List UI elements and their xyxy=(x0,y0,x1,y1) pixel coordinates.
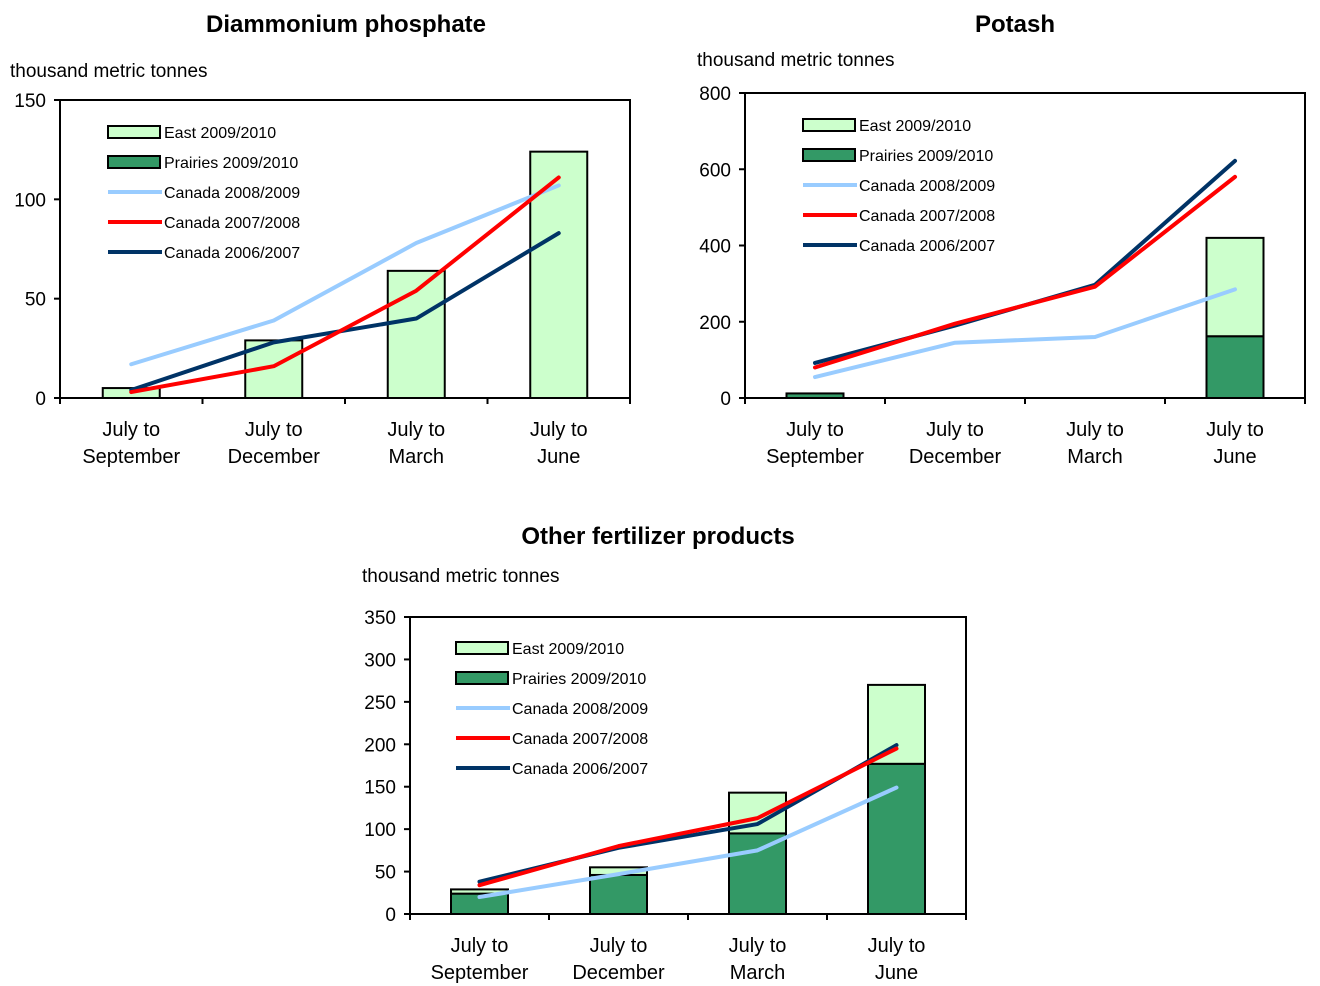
y-tick-label: 50 xyxy=(25,290,46,311)
y-tick-label: 200 xyxy=(699,313,731,334)
y-tick-label: 300 xyxy=(364,650,396,671)
legend-label: Canada 2007/2008 xyxy=(859,208,995,225)
bar-prairies xyxy=(728,832,787,916)
line-canada-2008-2009 xyxy=(129,183,561,367)
x-category-label: July to June xyxy=(868,935,926,984)
y-tick-label: 100 xyxy=(364,820,396,841)
legend-label: Prairies 2009/2010 xyxy=(859,148,993,165)
line-canada-2008-2009 xyxy=(477,785,899,900)
x-category-label: July to September xyxy=(431,935,529,984)
legend-label: Canada 2008/2009 xyxy=(859,178,995,195)
legend-label: Canada 2008/2009 xyxy=(164,185,300,202)
chart-title: Potash xyxy=(975,11,1055,38)
legend-swatch xyxy=(455,641,509,655)
chart-title: Other fertilizer products xyxy=(521,523,794,550)
legend-label: Prairies 2009/2010 xyxy=(512,671,646,688)
legend-label: East 2009/2010 xyxy=(512,641,624,658)
legend-label: Canada 2008/2009 xyxy=(512,701,648,718)
line-canada-2007-2008 xyxy=(813,174,1237,370)
x-category-label: July to September xyxy=(766,419,864,468)
legend-label: Canada 2007/2008 xyxy=(164,215,300,232)
y-tick-label: 150 xyxy=(364,778,396,799)
y-tick-label: 350 xyxy=(364,608,396,629)
y-axis-unit-label: thousand metric tonnes xyxy=(697,50,895,71)
legend-label: Canada 2006/2007 xyxy=(164,245,300,262)
legend-label: Prairies 2009/2010 xyxy=(164,155,298,172)
y-tick-label: 400 xyxy=(699,237,731,258)
chart-1: Diammonium phosphate thousand metric tonn… xyxy=(10,11,631,468)
legend-label: Canada 2006/2007 xyxy=(512,761,648,778)
y-tick-label: 0 xyxy=(35,389,46,410)
legend: East 2009/2010 Prairies 2009/2010 Canada 2… xyxy=(455,641,648,778)
x-category-label: July to September xyxy=(82,419,180,468)
legend-swatch xyxy=(802,118,856,132)
line-canada-2008-2009 xyxy=(813,287,1237,380)
y-tick-label: 50 xyxy=(375,863,396,884)
y-tick-label: 100 xyxy=(14,190,46,211)
legend-swatch xyxy=(107,155,161,169)
chart-2: Potash thousand metric tonnes 0 200 400 600 80… xyxy=(697,11,1306,468)
legend-label: East 2009/2010 xyxy=(164,125,276,142)
bar-prairies xyxy=(1205,335,1265,399)
legend-swatch xyxy=(802,148,856,162)
y-tick-label: 800 xyxy=(699,84,731,105)
legend-swatch xyxy=(107,125,161,139)
x-category-label: July to December xyxy=(228,419,321,468)
legend: East 2009/2010 Prairies 2009/2010 Canada 2… xyxy=(802,118,995,255)
y-axis-unit-label: thousand metric tonnes xyxy=(10,61,208,82)
x-category-label: July to March xyxy=(729,935,787,984)
x-category-label: July to March xyxy=(1066,419,1124,468)
x-category-label: July to March xyxy=(387,419,445,468)
y-tick-label: 150 xyxy=(14,91,46,112)
legend: East 2009/2010 Prairies 2009/2010 Canada 2… xyxy=(107,125,300,262)
chart-3: Other fertilizer products thousand metric… xyxy=(362,523,967,984)
bar-east xyxy=(529,150,589,399)
x-category-label: July to December xyxy=(572,935,665,984)
bar-east xyxy=(867,683,926,765)
line-canada-2007-2008 xyxy=(477,746,899,888)
x-category-label: July to June xyxy=(530,419,588,468)
y-tick-label: 0 xyxy=(385,905,396,926)
y-tick-label: 0 xyxy=(720,389,731,410)
legend-label: East 2009/2010 xyxy=(859,118,971,135)
bar-prairies xyxy=(589,873,648,915)
y-tick-label: 600 xyxy=(699,160,731,181)
x-category-label: July to June xyxy=(1206,419,1264,468)
bar-east xyxy=(1205,236,1265,338)
legend-swatch xyxy=(455,671,509,685)
y-tick-label: 250 xyxy=(364,693,396,714)
y-axis-unit-label: thousand metric tonnes xyxy=(362,566,560,587)
x-category-label: July to December xyxy=(909,419,1002,468)
legend-label: Canada 2007/2008 xyxy=(512,731,648,748)
chart-title: Diammonium phosphate xyxy=(206,11,486,38)
line-canada-2007-2008 xyxy=(129,175,561,395)
legend-label: Canada 2006/2007 xyxy=(859,238,995,255)
y-tick-label: 200 xyxy=(364,735,396,756)
